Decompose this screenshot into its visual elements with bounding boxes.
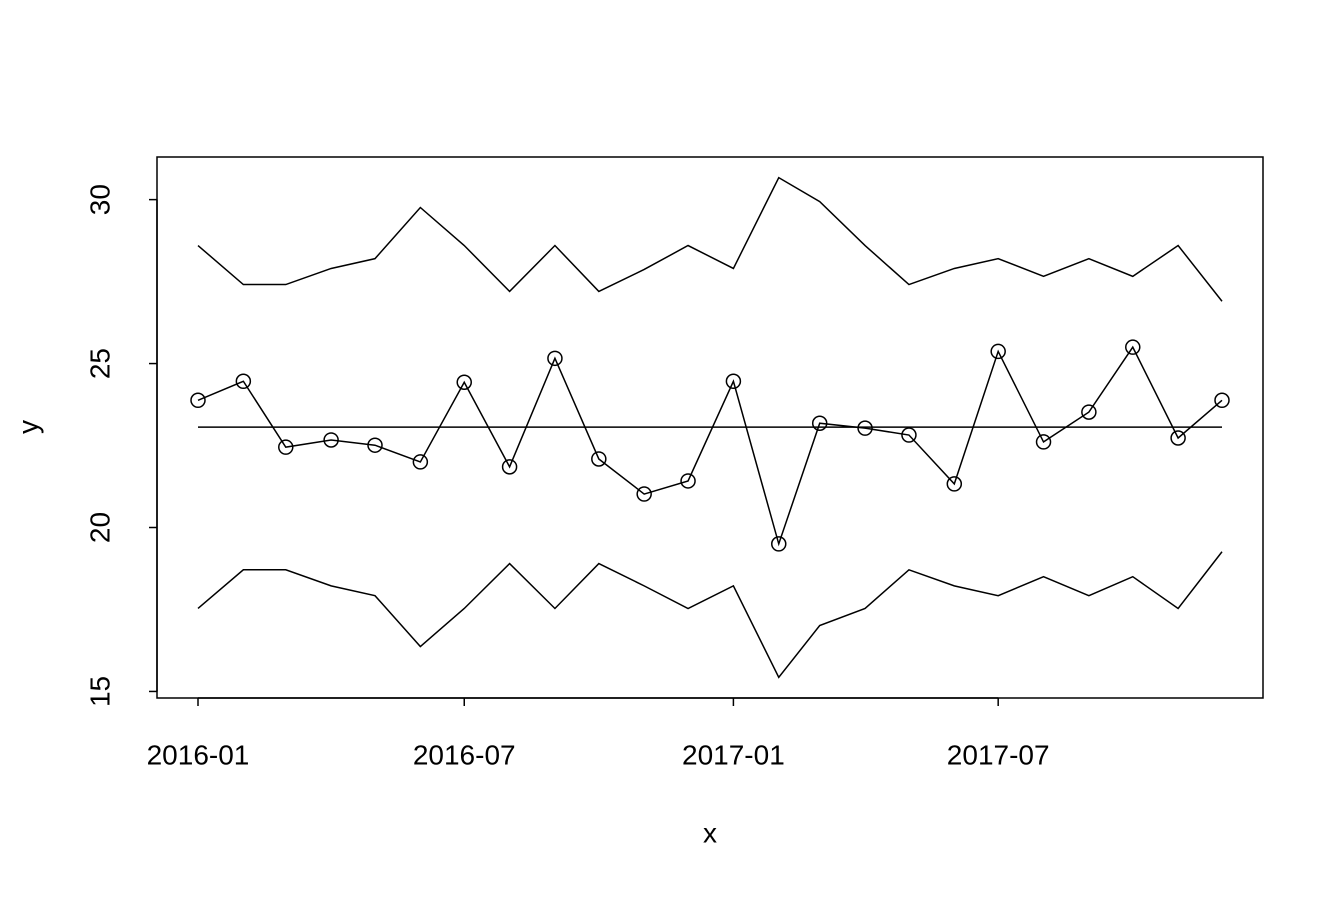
x-tick-label: 2016-07 <box>413 739 516 770</box>
point-marker <box>771 536 787 552</box>
point-marker <box>1214 392 1230 409</box>
y-tick-label: 30 <box>84 184 115 215</box>
y-tick-label: 25 <box>84 348 115 379</box>
point-marker <box>1125 339 1141 355</box>
y-axis-label: y <box>12 420 43 434</box>
y-tick-label: 15 <box>84 676 115 707</box>
point-marker <box>990 343 1006 360</box>
point-marker <box>190 392 206 409</box>
x-tick-label: 2017-01 <box>682 739 785 770</box>
point-marker <box>946 476 963 492</box>
point-marker <box>1035 434 1052 450</box>
point-marker <box>547 350 563 367</box>
point-marker <box>367 437 383 453</box>
point-marker <box>857 420 873 436</box>
series-line <box>197 176 1223 302</box>
point-marker <box>591 451 607 467</box>
point-marker <box>636 486 652 502</box>
y-tick-label: 20 <box>84 512 115 543</box>
point-marker <box>323 432 339 448</box>
point-marker <box>901 427 917 443</box>
point-marker <box>456 374 472 391</box>
point-marker <box>501 459 518 475</box>
point-marker <box>1170 430 1186 446</box>
point-marker <box>278 439 294 455</box>
series-line <box>197 551 1223 679</box>
point-marker <box>725 373 742 390</box>
x-tick-label: 2016-01 <box>147 739 250 770</box>
point-marker <box>235 373 252 390</box>
x-tick-label: 2017-07 <box>947 739 1050 770</box>
x-axis-label: x <box>703 817 717 848</box>
point-marker <box>412 454 429 470</box>
series-line <box>197 345 1223 547</box>
point-marker <box>680 473 696 489</box>
point-marker <box>1081 404 1097 420</box>
point-marker <box>811 415 828 431</box>
